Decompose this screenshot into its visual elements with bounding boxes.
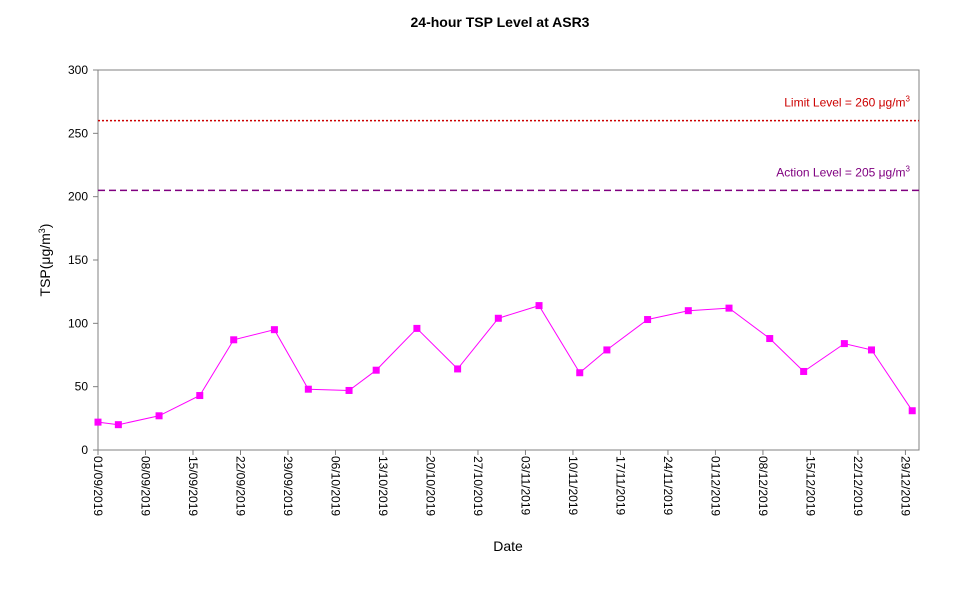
data-point	[196, 392, 204, 400]
reference-label: Limit Level = 260 μg/m3	[784, 95, 910, 110]
x-tick-label: 08/09/2019	[138, 456, 152, 516]
x-tick-label: 10/11/2019	[566, 456, 580, 515]
y-tick-label: 0	[81, 443, 88, 457]
x-tick-label: 08/12/2019	[756, 456, 770, 516]
reference-label-sup: 3	[906, 95, 911, 104]
data-point	[908, 407, 916, 415]
x-tick-label: 20/10/2019	[423, 456, 437, 516]
x-tick-label: 06/10/2019	[328, 456, 342, 516]
y-tick-label: 250	[68, 126, 88, 140]
y-tick-label: 100	[68, 316, 88, 330]
data-point	[94, 418, 102, 426]
x-tick-label: 15/12/2019	[803, 456, 817, 516]
y-axis-label: TSP(μg/m3)	[37, 224, 53, 297]
x-tick-label: 24/11/2019	[661, 456, 675, 515]
data-point	[644, 316, 652, 324]
reference-label: Action Level = 205 μg/m3	[776, 164, 910, 179]
data-point	[494, 314, 502, 322]
data-point	[684, 307, 692, 315]
y-tick-label: 150	[68, 253, 88, 267]
data-point	[535, 302, 543, 310]
y-axis-label-sup: 3	[37, 228, 47, 233]
chart-title: 24-hour TSP Level at ASR3	[411, 14, 590, 30]
x-tick-label: 13/10/2019	[376, 456, 390, 516]
x-tick-label: 03/11/2019	[518, 456, 532, 515]
y-axis-label-text: TSP(μg/m	[37, 233, 53, 296]
data-point	[454, 365, 462, 373]
data-point	[868, 346, 876, 354]
data-point	[576, 369, 584, 377]
data-point	[413, 324, 421, 332]
x-tick-label: 29/12/2019	[898, 456, 912, 516]
y-tick-label: 200	[68, 190, 88, 204]
data-point	[725, 304, 733, 312]
series-line	[97, 305, 913, 426]
data-point	[345, 386, 353, 394]
data-point	[372, 366, 380, 374]
x-tick-label: 01/12/2019	[708, 456, 722, 516]
plot-frame	[97, 69, 920, 451]
x-tick-label: 01/09/2019	[91, 456, 105, 516]
data-point	[766, 335, 774, 343]
data-point	[603, 346, 611, 354]
x-tick-label: 17/11/2019	[613, 456, 627, 515]
x-tick-label: 27/10/2019	[471, 456, 485, 516]
y-tick-label: 300	[68, 63, 88, 77]
data-point	[230, 336, 238, 344]
x-tick-label: 29/09/2019	[281, 456, 295, 516]
data-point	[155, 412, 163, 420]
x-tick-label: 22/12/2019	[851, 456, 865, 516]
x-tick-label: 22/09/2019	[233, 456, 247, 516]
reference-label-sup: 3	[906, 164, 911, 173]
data-point	[304, 385, 312, 393]
reference-label-text: Limit Level = 260 μg/m	[784, 96, 905, 110]
data-point	[800, 367, 808, 375]
data-point	[840, 340, 848, 348]
y-axis-label-tail: )	[37, 224, 53, 229]
x-axis-label: Date	[493, 538, 523, 554]
x-tick-label: 15/09/2019	[186, 456, 200, 516]
reference-label-text: Action Level = 205 μg/m	[776, 165, 905, 179]
y-tick-label: 50	[75, 380, 89, 394]
data-point	[114, 421, 122, 429]
data-point	[270, 326, 278, 334]
